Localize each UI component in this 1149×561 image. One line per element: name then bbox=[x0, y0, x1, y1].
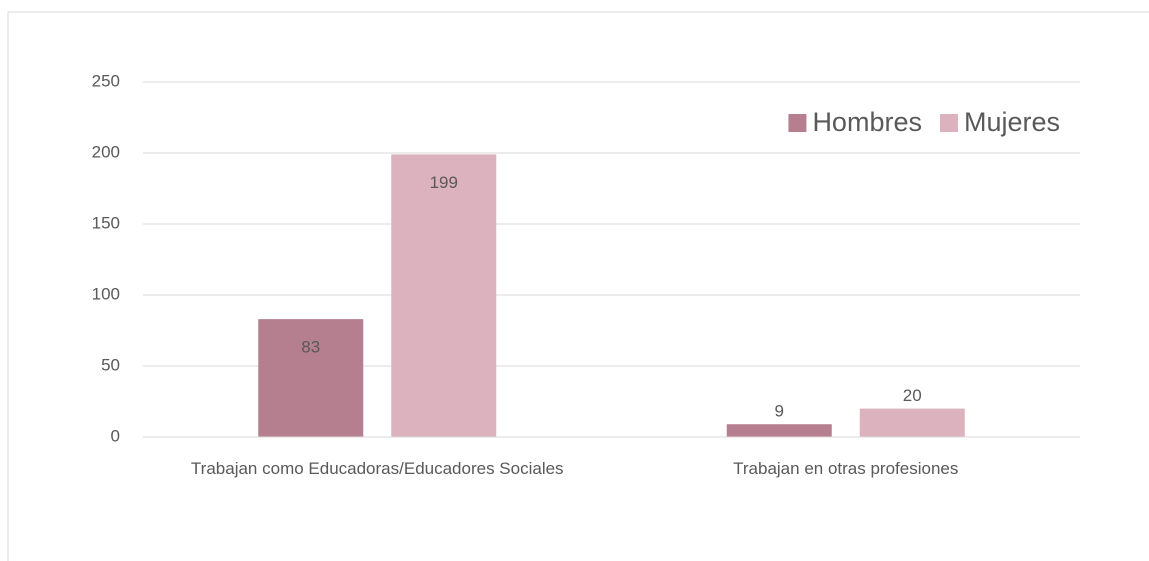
chart-frame bbox=[7, 11, 1149, 561]
x-tick-label: Trabajan como Educadoras/Educadores Soci… bbox=[190, 459, 564, 478]
y-tick-label: 50 bbox=[101, 355, 120, 374]
bar bbox=[859, 408, 965, 437]
bar bbox=[391, 154, 497, 438]
y-tick-label: 100 bbox=[92, 284, 120, 303]
y-tick-label: 0 bbox=[111, 426, 120, 445]
x-tick-label: Trabajan en otras profesiones bbox=[733, 459, 959, 478]
legend-swatch bbox=[788, 114, 807, 132]
y-tick-label: 150 bbox=[92, 213, 120, 232]
y-tick-label: 250 bbox=[92, 71, 120, 90]
data-label: 9 bbox=[775, 402, 784, 421]
legend-label: Hombres bbox=[812, 107, 922, 137]
data-label: 199 bbox=[430, 173, 458, 192]
legend-label: Mujeres bbox=[964, 107, 1060, 137]
y-tick-label: 200 bbox=[92, 142, 120, 161]
bar bbox=[258, 319, 364, 437]
legend-swatch bbox=[939, 114, 958, 132]
bar bbox=[726, 424, 832, 437]
data-label: 20 bbox=[903, 386, 922, 405]
data-label: 83 bbox=[301, 338, 320, 357]
